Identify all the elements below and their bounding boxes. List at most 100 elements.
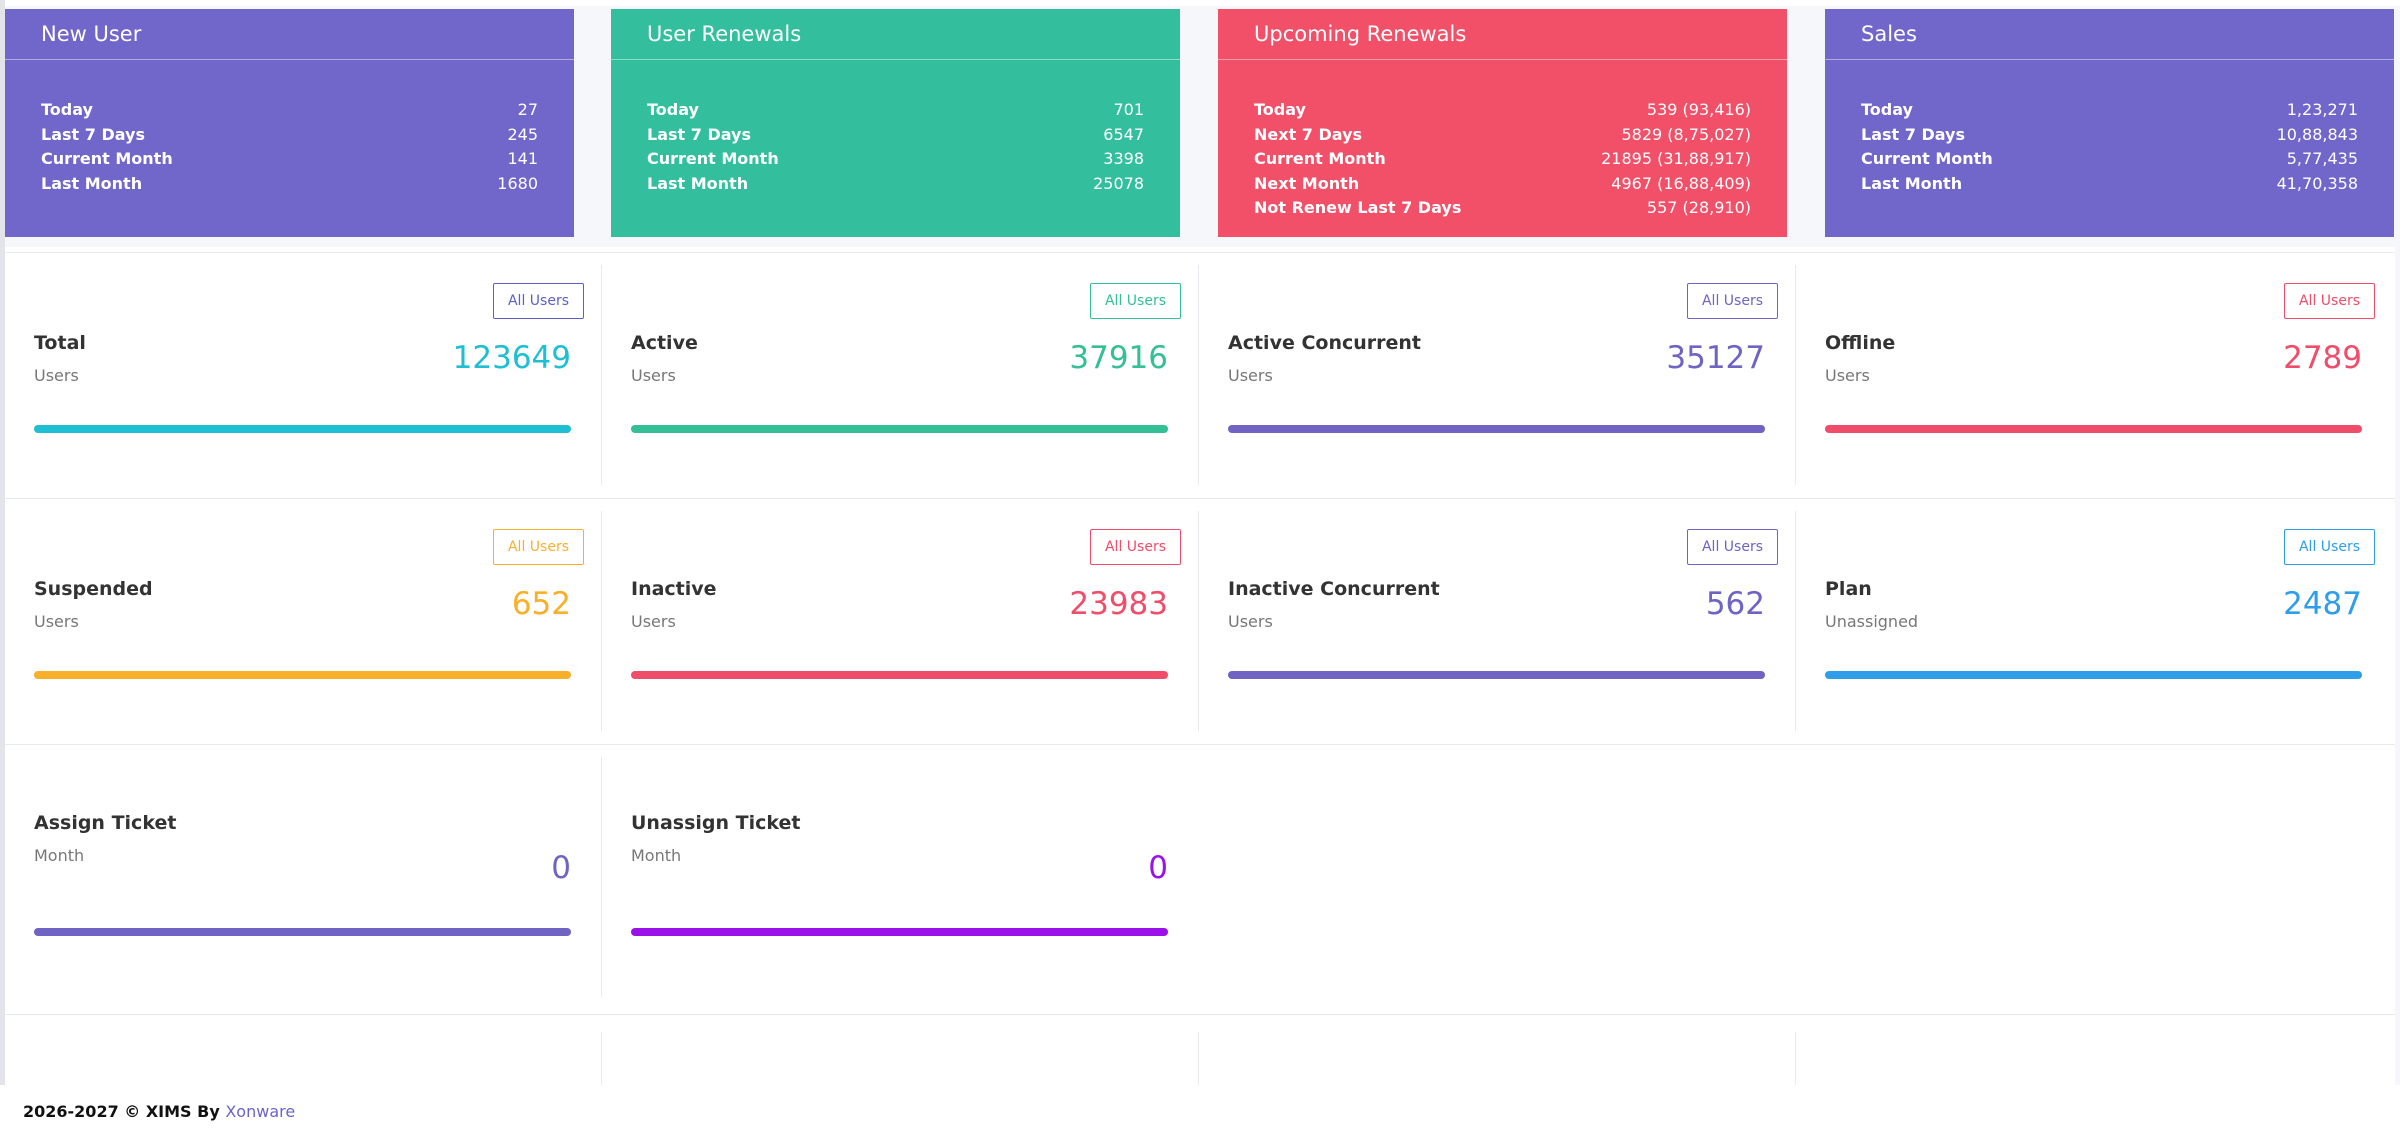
stat-value: 0 [1148,850,1168,886]
stat-row: Today 1,23,271 [1861,98,2358,123]
stat-row: Next 7 Days 5829 (8,75,027) [1254,123,1751,148]
row-value: 3398 [1103,149,1144,168]
suspended-users-stat: All Users Suspended Users 652 [34,506,584,706]
row-label: Current Month [1861,149,1993,168]
stat-subtitle: Month [34,846,85,865]
row-label: Last Month [41,173,143,193]
stat-subtitle: Users [34,612,79,631]
row-label: Next Month [1254,173,1360,193]
progress-bar [1825,671,2362,679]
offline-users-stat: All Users Offline Users 2789 [1825,260,2375,460]
stat-value: 37916 [1069,340,1168,376]
all-users-button[interactable]: All Users [1686,283,1778,319]
divider [5,252,2395,253]
row-value: 245 [507,124,538,144]
user-renewals-card: User Renewals Today 701 Last 7 Days 6547 C… [611,9,1180,237]
progress-bar [1228,425,1765,433]
all-users-button[interactable]: All Users [492,529,584,565]
row-value: 21895 (31,88,917) [1601,149,1751,168]
stats-panel [5,247,2395,1085]
progress-bar [34,928,571,936]
all-users-button[interactable]: All Users [1686,529,1778,565]
row-label: Current Month [647,149,779,168]
progress-fill [34,671,571,679]
stat-title: Unassign Ticket [631,812,801,834]
card-title: User Renewals [611,9,1180,60]
divider [1198,1032,1199,1085]
card-title: Sales [1825,9,2394,60]
divider [601,511,602,731]
progress-fill [631,425,1168,433]
stat-title: Inactive Concurrent [1228,578,1440,600]
stat-row: Current Month 5,77,435 [1861,147,2358,172]
progress-fill [1228,425,1765,433]
progress-bar [631,671,1168,679]
row-label: Last Month [1861,173,1963,193]
inactive-users-stat: All Users Inactive Users 23983 [631,506,1181,706]
all-users-button[interactable]: All Users [1089,529,1181,565]
row-value: 10,88,843 [2276,124,2358,144]
row-label: Next 7 Days [1254,124,1363,144]
upcoming-renewals-card: Upcoming Renewals Today 539 (93,416) Next… [1218,9,1787,237]
plan-unassigned-stat: All Users Plan Unassigned 2487 [1825,506,2375,706]
row-label: Today [41,100,93,119]
stat-subtitle: Users [631,366,676,385]
stat-row: Current Month 21895 (31,88,917) [1254,147,1751,172]
progress-fill [1825,671,2362,679]
stat-subtitle: Users [1228,612,1273,631]
divider [5,498,2395,499]
progress-bar [34,671,571,679]
footer: 2026-2027 © XIMS By Xonware [0,1085,2400,1139]
total-users-stat: All Users Total Users 123649 [34,260,584,460]
stat-title: Offline [1825,332,1896,354]
progress-fill [631,671,1168,679]
all-users-button[interactable]: All Users [2283,283,2375,319]
progress-fill [1825,425,2362,433]
stat-subtitle: Users [631,612,676,631]
stat-value: 562 [1705,586,1765,622]
left-border [0,0,5,1085]
inactive-concurrent-stat: All Users Inactive Concurrent Users 562 [1228,506,1778,706]
unassign-ticket-stat: Unassign Ticket Month 0 [631,752,1168,952]
stat-row: Current Month 141 [41,147,538,172]
divider [601,265,602,485]
divider [1198,265,1199,485]
row-label: Today [647,100,699,119]
row-label: Today [1254,100,1306,119]
assign-ticket-stat: Assign Ticket Month 0 [34,752,571,952]
active-concurrent-stat: All Users Active Concurrent Users 35127 [1228,260,1778,460]
row-value: 141 [507,149,538,168]
stat-value: 2789 [2283,340,2362,376]
stat-row: Last Month 1680 [41,172,538,197]
row-label: Not Renew Last 7 Days [1254,198,1462,217]
all-users-button[interactable]: All Users [2283,529,2375,565]
stat-subtitle: Unassigned [1825,612,1919,631]
stat-row: Last Month 25078 [647,172,1144,197]
row-label: Current Month [1254,149,1386,168]
progress-fill [1228,671,1765,679]
divider [601,1032,602,1085]
top-border [0,0,2400,6]
stat-row: Last 7 Days 6547 [647,123,1144,148]
stat-value: 652 [511,586,571,622]
stat-value: 0 [551,850,571,886]
row-value: 5829 (8,75,027) [1621,124,1751,144]
row-label: Last Month [647,173,749,193]
row-value: 5,77,435 [2286,149,2358,168]
all-users-button[interactable]: All Users [492,283,584,319]
brand-link[interactable]: Xonware [225,1102,296,1121]
row-value: 1680 [497,173,538,193]
row-value: 1,23,271 [2286,100,2358,119]
stat-title: Assign Ticket [34,812,177,834]
all-users-button[interactable]: All Users [1089,283,1181,319]
stat-subtitle: Users [1228,366,1273,385]
row-value: 4967 (16,88,409) [1611,173,1751,193]
stat-value: 2487 [2283,586,2362,622]
stat-row: Current Month 3398 [647,147,1144,172]
active-users-stat: All Users Active Users 37916 [631,260,1181,460]
stat-row: Today 539 (93,416) [1254,98,1751,123]
row-label: Last 7 Days [41,124,145,144]
stat-row: Last Month 41,70,358 [1861,172,2358,197]
divider [5,744,2395,745]
